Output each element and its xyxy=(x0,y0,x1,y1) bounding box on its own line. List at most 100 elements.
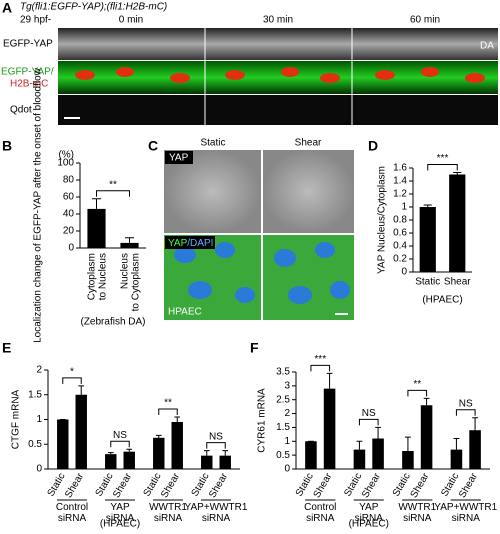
y-tick-label: 0.5 xyxy=(276,450,290,461)
significance-bracket xyxy=(62,377,82,384)
bar xyxy=(171,421,183,469)
significance-bracket xyxy=(310,364,331,372)
y-tick-label: 3 xyxy=(284,380,290,391)
bar xyxy=(420,405,433,469)
panel-letter: D xyxy=(368,138,378,154)
y-tick-label: 1 xyxy=(401,202,407,213)
bar xyxy=(450,449,463,469)
bar xyxy=(219,455,231,469)
bar xyxy=(153,437,165,469)
group-label: Control siRNA xyxy=(304,502,336,524)
y-axis-label: Localization change of EGFP-YAP after th… xyxy=(33,67,44,343)
significance-bracket xyxy=(427,164,458,171)
bar xyxy=(305,441,317,469)
x-axis-label: (HPAEC) xyxy=(100,519,140,530)
bar xyxy=(353,449,366,469)
y-tick-label: 100 xyxy=(57,158,74,169)
bar xyxy=(201,455,213,469)
significance-label: ** xyxy=(109,179,117,190)
panel-letter: F xyxy=(250,340,259,356)
error-bar xyxy=(174,416,181,422)
x-tick-label: Shear xyxy=(444,277,471,288)
error-bar xyxy=(203,450,210,456)
y-tick-label: 2 xyxy=(36,365,42,376)
error-bar xyxy=(375,426,381,439)
group-label: Control siRNA xyxy=(56,502,88,524)
row-label: EGFP-YAP/ xyxy=(1,67,54,78)
group-label: WWTR1 siRNA xyxy=(398,502,436,524)
group-label: WWTR1 siRNA xyxy=(149,502,187,524)
error-bar xyxy=(472,417,478,431)
y-axis-label: YAP Nucleus/Cytoplasm xyxy=(377,166,388,274)
error-bar xyxy=(222,450,229,456)
bar xyxy=(402,450,414,469)
significance-label: *** xyxy=(437,153,449,164)
y-tick-label: 1.6 xyxy=(393,163,407,174)
y-tick-label: 0 xyxy=(36,464,42,475)
error-bar xyxy=(405,436,411,451)
y-tick-label: 1.4 xyxy=(393,176,407,187)
bar xyxy=(87,208,106,248)
significance-label: ** xyxy=(164,398,172,409)
significance-label: *** xyxy=(314,354,326,365)
bar xyxy=(123,451,135,469)
significance-bracket xyxy=(158,408,178,416)
time-label: 30 min xyxy=(263,15,293,26)
significance-bracket xyxy=(407,389,428,397)
significance-label: NS xyxy=(113,430,127,441)
error-bar xyxy=(453,438,460,450)
error-bar xyxy=(91,198,102,209)
y-tick-label: 0 xyxy=(401,267,407,278)
time-label: 60 min xyxy=(410,15,440,26)
bar xyxy=(323,388,336,469)
panel-letter: B xyxy=(2,138,12,154)
bar xyxy=(75,394,87,469)
y-tick-label: 1 xyxy=(36,414,42,425)
vessel-label: DA xyxy=(480,41,494,52)
panel-letter: A xyxy=(2,0,12,16)
y-tick-label: 1.5 xyxy=(276,422,290,433)
significance-bracket xyxy=(358,418,379,426)
cell-label: HPAEC xyxy=(168,307,202,318)
error-bar xyxy=(155,434,162,438)
row-label: H2B-mC xyxy=(10,79,48,90)
timelapse-images xyxy=(58,28,498,125)
error-bar xyxy=(453,172,462,175)
significance-bracket xyxy=(206,442,226,449)
bar xyxy=(449,174,466,272)
bar xyxy=(419,207,436,272)
x-tick-label: Shear xyxy=(312,471,335,500)
stain-label: /DAPI xyxy=(187,238,213,249)
bar xyxy=(120,242,139,248)
x-tick-label: Shear xyxy=(207,471,230,500)
group-label: YAP siRNA xyxy=(355,502,384,524)
x-axis-label: (HPAEC) xyxy=(422,295,462,306)
y-tick-label: 1 xyxy=(284,436,290,447)
group-label: YAP+WWTR1 siRNA xyxy=(434,502,497,524)
y-tick-label: 1.2 xyxy=(393,189,407,200)
y-tick-label: 80 xyxy=(63,175,75,186)
x-tick-label: Shear xyxy=(63,471,86,500)
significance-label: ** xyxy=(413,379,421,390)
y-tick-label: 60 xyxy=(63,192,75,203)
y-tick-label: 0.5 xyxy=(28,439,42,450)
y-tick-label: 3.5 xyxy=(276,367,290,378)
hpaec-images xyxy=(164,150,354,320)
significance-bracket xyxy=(96,190,130,197)
y-tick-label: 0.4 xyxy=(393,241,407,252)
bar xyxy=(469,430,481,469)
condition-label: Shear xyxy=(295,138,322,149)
row-label: Qdot xyxy=(10,105,32,116)
x-tick-label: Shear xyxy=(409,471,432,500)
bar xyxy=(372,438,384,469)
unit-label: (%) xyxy=(58,150,74,161)
time-label: 0 min xyxy=(119,15,143,26)
error-bar xyxy=(356,440,363,450)
error-bar xyxy=(423,397,430,406)
error-bar xyxy=(124,237,135,243)
y-tick-label: 0.8 xyxy=(393,215,407,226)
x-tick-label: Cytoplasmto Nucleus xyxy=(86,253,108,300)
bar xyxy=(105,454,117,469)
y-tick-label: 0 xyxy=(68,243,74,254)
